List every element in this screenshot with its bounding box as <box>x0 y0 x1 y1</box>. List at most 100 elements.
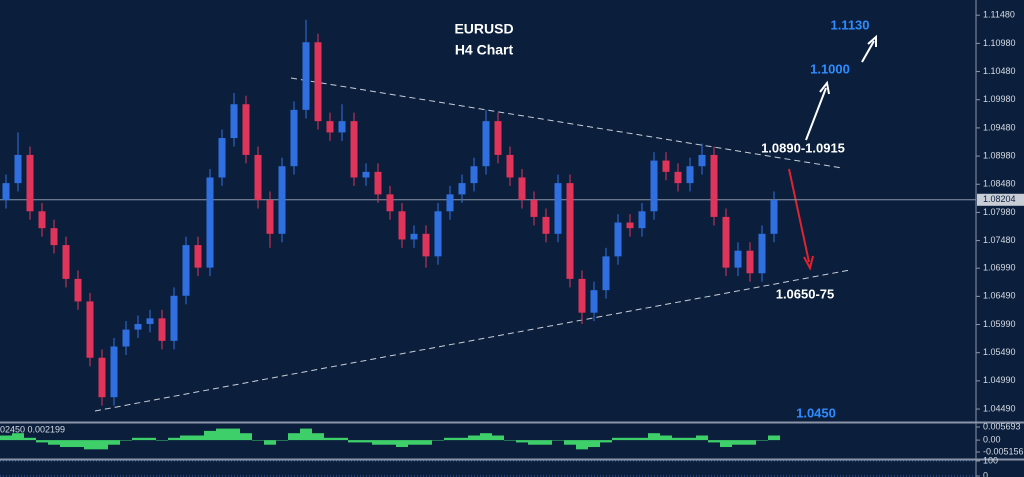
candle-body <box>386 194 394 212</box>
candle-body <box>614 222 622 257</box>
candle-body <box>746 250 754 274</box>
histogram-bar <box>12 433 24 441</box>
histogram-bar <box>684 437 696 441</box>
y-tick-label: 1.05490 <box>983 347 1016 357</box>
y-tick-label: 1.09480 <box>983 122 1016 132</box>
candle-body <box>578 278 586 313</box>
current-price-box <box>977 193 1024 206</box>
histogram-bar <box>384 440 396 445</box>
annotation: 1.0650-75 <box>776 286 835 301</box>
candle-body <box>254 154 262 201</box>
histogram-bar <box>720 440 732 448</box>
candle-body <box>410 233 418 240</box>
candle-body <box>338 121 346 133</box>
histogram-bar <box>540 440 552 445</box>
y-tick-label: 1.06490 <box>983 291 1016 301</box>
histogram-bar <box>492 435 504 441</box>
histogram-bar <box>300 428 312 441</box>
histogram-bar <box>648 433 660 441</box>
histogram-bar <box>612 437 624 441</box>
chart-title: EURUSD <box>454 21 513 37</box>
annotation: 1.1000 <box>810 61 850 76</box>
histogram-bar <box>336 437 348 441</box>
candle-body <box>374 171 382 195</box>
candle-body <box>698 154 706 167</box>
histogram-bar <box>672 437 684 441</box>
candle-body <box>74 278 82 302</box>
candle-body <box>302 42 310 110</box>
candle-body <box>446 194 454 212</box>
histogram-bar <box>348 440 360 443</box>
histogram-bar <box>264 440 276 445</box>
arrow <box>788 168 810 263</box>
histogram-bar <box>756 440 768 441</box>
candle-body <box>290 109 298 167</box>
histogram-bar <box>408 440 420 445</box>
histogram-bar <box>696 435 708 441</box>
histogram-bar <box>156 440 168 441</box>
candle-body <box>674 171 682 184</box>
candle-body <box>626 222 634 229</box>
candle-body <box>170 295 178 341</box>
y-tick-label: 0 <box>983 470 988 477</box>
histogram-bar <box>528 440 540 445</box>
histogram-bar <box>660 435 672 441</box>
candle-body <box>326 121 334 133</box>
candle-body <box>422 233 430 257</box>
candle-body <box>182 245 190 296</box>
histogram-bar <box>456 437 468 441</box>
histogram-bar <box>324 437 336 441</box>
histogram-bar <box>0 435 12 441</box>
histogram-bar <box>312 433 324 441</box>
histogram-bar <box>552 440 564 441</box>
histogram-bar <box>516 440 528 443</box>
histogram-bar <box>72 440 84 448</box>
candle-body <box>14 154 22 184</box>
candle-body <box>62 245 70 279</box>
candle-body <box>98 357 106 398</box>
candle-body <box>470 166 478 184</box>
histogram-bar <box>48 440 60 445</box>
candle-body <box>734 250 742 268</box>
chart-subtitle: H4 Chart <box>455 42 514 58</box>
histogram-bar <box>84 440 96 450</box>
current-price-label: 1.08204 <box>983 194 1016 204</box>
candle-body <box>710 154 718 217</box>
candle-body <box>158 318 166 341</box>
histogram-bar <box>624 437 636 441</box>
y-tick-label: 0.005693 <box>983 421 1021 431</box>
histogram-bar <box>504 440 516 441</box>
y-tick-label: 1.11480 <box>983 10 1015 20</box>
candle-body <box>590 290 598 313</box>
histogram-bar <box>360 440 372 443</box>
y-tick-label: 1.10480 <box>983 66 1016 76</box>
candle-body <box>38 211 46 229</box>
histogram-bar <box>588 440 600 448</box>
candle-body <box>686 166 694 184</box>
candle-body <box>722 216 730 268</box>
y-tick-label: 1.04490 <box>983 403 1016 413</box>
histogram-bar <box>24 437 36 441</box>
candle-body <box>26 154 34 212</box>
y-tick-label: 1.10980 <box>983 38 1016 48</box>
histogram-bar <box>240 433 252 441</box>
candle-body <box>278 166 286 234</box>
candle-body <box>770 200 778 234</box>
histogram-bar <box>372 440 384 445</box>
histogram-bar <box>276 440 288 441</box>
candle-body <box>650 160 658 212</box>
histogram-bar <box>396 440 408 448</box>
histogram-bar <box>192 435 204 441</box>
candle-body <box>230 104 238 139</box>
candle-body <box>602 256 610 291</box>
y-tick-label: 1.08980 <box>983 150 1016 160</box>
histogram-bar <box>132 437 144 441</box>
trendline <box>290 77 843 169</box>
histogram-bar <box>576 440 588 450</box>
annotation: 1.0890-1.0915 <box>761 140 845 155</box>
candle-body <box>242 104 250 155</box>
candle-body <box>314 42 322 122</box>
histogram-bar <box>744 440 756 445</box>
histogram-bar <box>468 435 480 441</box>
